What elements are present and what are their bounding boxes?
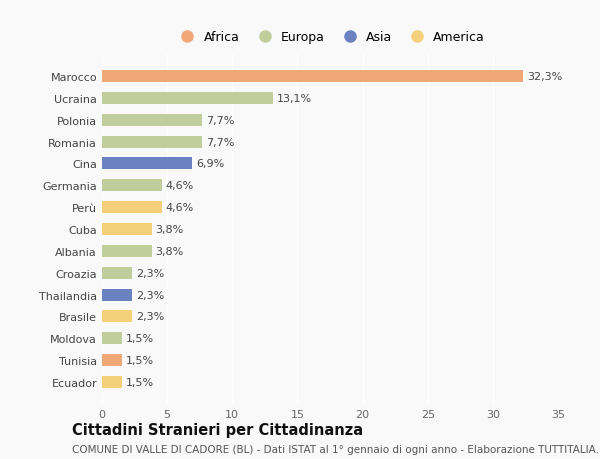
Text: 7,7%: 7,7% [206,137,235,147]
Bar [102,71,523,83]
Bar [102,180,162,192]
Text: 7,7%: 7,7% [206,116,235,125]
Text: 4,6%: 4,6% [166,203,194,213]
Text: COMUNE DI VALLE DI CADORE (BL) - Dati ISTAT al 1° gennaio di ogni anno - Elabora: COMUNE DI VALLE DI CADORE (BL) - Dati IS… [72,444,600,454]
Text: 2,3%: 2,3% [136,312,164,322]
Bar [102,136,202,148]
Bar [102,311,132,323]
Bar [102,202,162,214]
Bar [102,289,132,301]
Text: 4,6%: 4,6% [166,181,194,191]
Text: 1,5%: 1,5% [125,377,154,387]
Text: 32,3%: 32,3% [527,72,562,82]
Text: 6,9%: 6,9% [196,159,224,169]
Bar [102,224,152,235]
Text: 1,5%: 1,5% [125,355,154,365]
Text: 2,3%: 2,3% [136,290,164,300]
Legend: Africa, Europa, Asia, America: Africa, Europa, Asia, America [170,27,490,50]
Bar [102,158,192,170]
Text: 2,3%: 2,3% [136,268,164,278]
Text: 3,8%: 3,8% [155,224,184,235]
Bar [102,267,132,279]
Text: 3,8%: 3,8% [155,246,184,256]
Bar [102,332,122,344]
Bar [102,93,272,105]
Bar [102,376,122,388]
Bar [102,354,122,366]
Text: 1,5%: 1,5% [125,334,154,343]
Text: Cittadini Stranieri per Cittadinanza: Cittadini Stranieri per Cittadinanza [72,422,363,437]
Bar [102,115,202,127]
Bar [102,245,152,257]
Text: 13,1%: 13,1% [277,94,312,104]
